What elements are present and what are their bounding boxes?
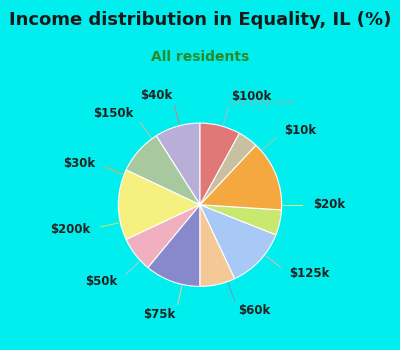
Wedge shape xyxy=(156,123,200,205)
Wedge shape xyxy=(200,205,282,235)
Wedge shape xyxy=(126,205,200,268)
Wedge shape xyxy=(126,136,200,205)
Text: $40k: $40k xyxy=(140,89,172,102)
Wedge shape xyxy=(200,123,239,205)
Wedge shape xyxy=(148,205,200,286)
Text: $30k: $30k xyxy=(63,157,95,170)
Wedge shape xyxy=(200,205,235,286)
Wedge shape xyxy=(200,145,282,210)
Wedge shape xyxy=(200,133,256,205)
Text: $50k: $50k xyxy=(86,275,118,288)
Wedge shape xyxy=(200,205,276,279)
Text: Income distribution in Equality, IL (%): Income distribution in Equality, IL (%) xyxy=(9,10,391,29)
Text: $150k: $150k xyxy=(93,107,134,120)
Text: All residents: All residents xyxy=(151,50,249,64)
Text: $200k: $200k xyxy=(50,223,90,236)
Text: $125k: $125k xyxy=(289,267,330,280)
Text: $60k: $60k xyxy=(238,304,270,317)
Text: $75k: $75k xyxy=(143,308,176,321)
Wedge shape xyxy=(118,170,200,239)
Text: City-Data.com: City-Data.com xyxy=(230,98,294,107)
Text: $20k: $20k xyxy=(313,198,345,211)
Text: $10k: $10k xyxy=(284,124,317,137)
Text: $100k: $100k xyxy=(232,90,272,103)
